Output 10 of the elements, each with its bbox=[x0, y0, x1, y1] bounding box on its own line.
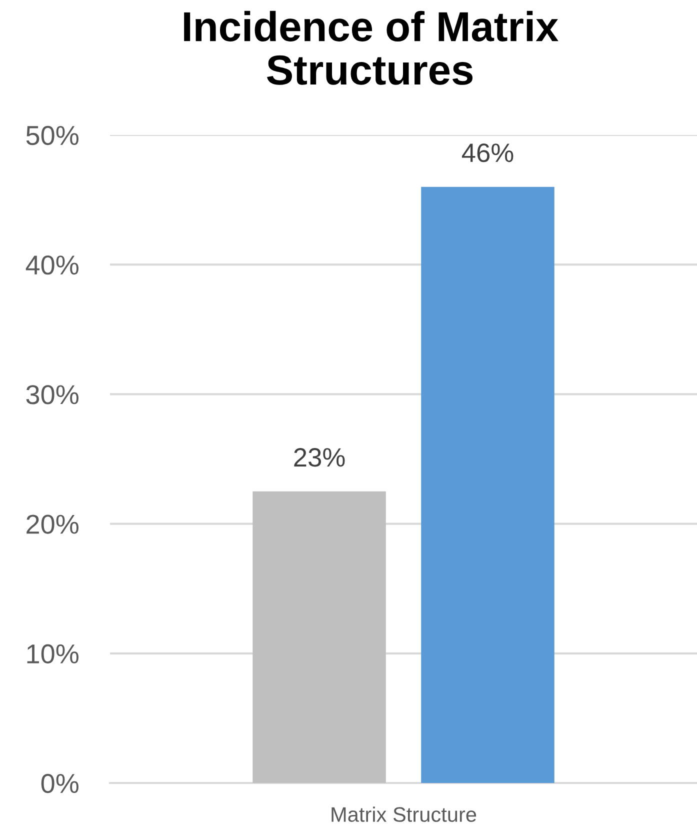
y-tick-label: 30% bbox=[26, 385, 78, 404]
y-tick-label: 50% bbox=[26, 126, 78, 146]
y-tick-label: 10% bbox=[27, 644, 78, 664]
x-tick-label: Matrix Structure bbox=[332, 806, 476, 822]
data-label: 46% bbox=[462, 143, 514, 162]
data-label: 23% bbox=[294, 448, 345, 467]
y-tick-label: 40% bbox=[26, 256, 78, 275]
y-tick-label: 0% bbox=[41, 774, 78, 794]
chart-title: Incidence of Matrix Structures bbox=[184, 10, 558, 85]
y-tick-label: 20% bbox=[26, 514, 78, 534]
